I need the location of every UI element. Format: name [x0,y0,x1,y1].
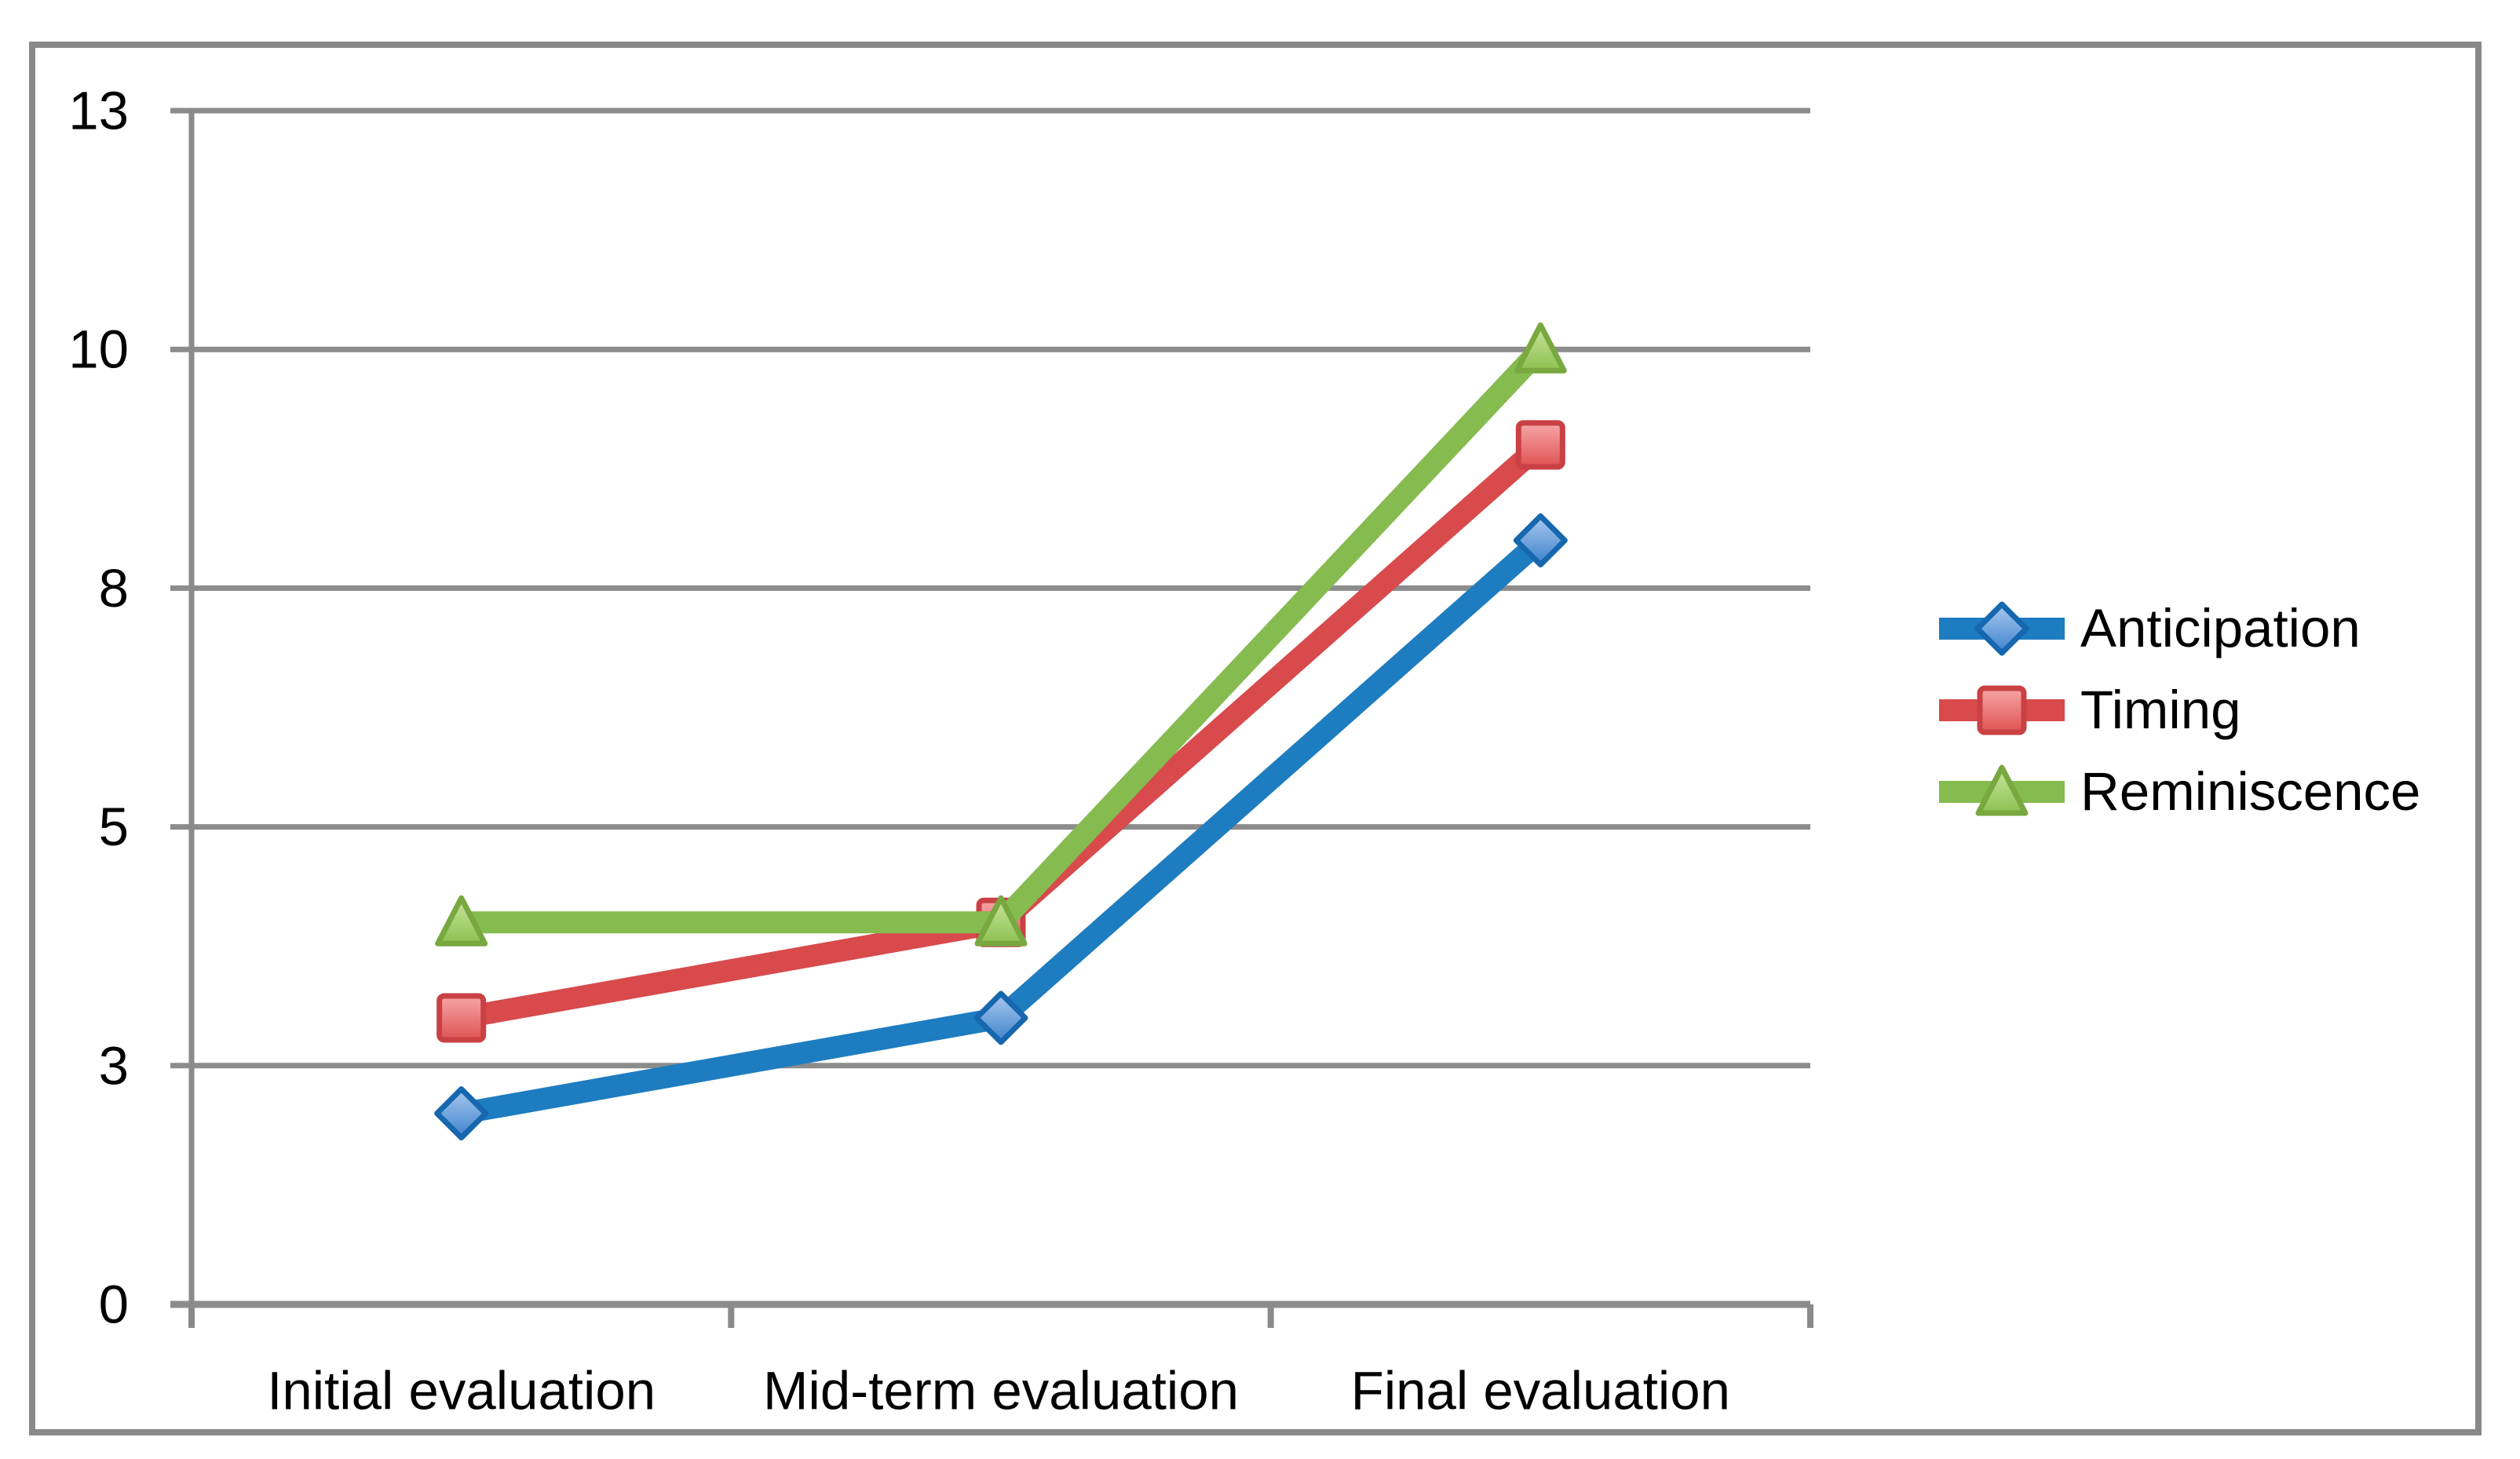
legend-square-icon [1939,685,2065,735]
figure-border [29,42,2482,1435]
legend-label-reminiscence: Reminiscence [2080,761,2421,822]
legend-item-timing: Timing [1939,683,2420,738]
legend-swatch-triangle-icon [1939,764,2065,819]
x-category-label-1: Initial evaluation [267,1361,656,1421]
legend-reminiscence-triangle-marker [1975,764,2029,816]
legend-triangle-icon [1939,764,2065,816]
series-reminiscence-point-3-triangle-marker [1514,322,1567,374]
series-line-reminiscence [461,341,1549,934]
y-tick-label-3: 3 [99,1035,129,1096]
series-anticipation-point-3-diamond-marker [1513,513,1568,568]
chart-legend: Anticipation Timing Reminiscence [1939,601,2420,819]
y-tick-label-10: 10 [68,319,129,380]
series-anticipation-point-1-diamond-marker [434,1086,489,1141]
legend-label-timing: Timing [2080,680,2241,740]
legend-item-anticipation: Anticipation [1939,601,2420,656]
legend-swatch-square-icon [1939,683,2065,738]
series-reminiscence-point-2-triangle-marker [974,895,1028,947]
y-tick-label-0: 0 [99,1275,129,1335]
legend-diamond-icon [1939,601,2065,656]
series-timing-point-1-square-marker [436,993,487,1043]
y-tick-label-8: 8 [99,558,129,618]
legend-item-reminiscence: Reminiscence [1939,764,2420,819]
series-anticipation-point-2-diamond-marker [973,990,1028,1045]
legend-timing-square-marker [1977,685,2027,735]
legend-swatch-diamond-icon [1939,601,2065,656]
legend-label-anticipation: Anticipation [2080,598,2361,658]
series-timing-point-3-square-marker [1515,420,1565,470]
series-reminiscence-point-1-triangle-marker [435,895,488,947]
y-tick-label-5: 5 [99,797,129,857]
x-category-label-2: Mid-term evaluation [763,1361,1239,1421]
x-category-label-3: Final evaluation [1351,1361,1730,1421]
y-tick-label-13: 13 [68,81,129,141]
legend-anticipation-diamond-marker [1974,601,2029,656]
